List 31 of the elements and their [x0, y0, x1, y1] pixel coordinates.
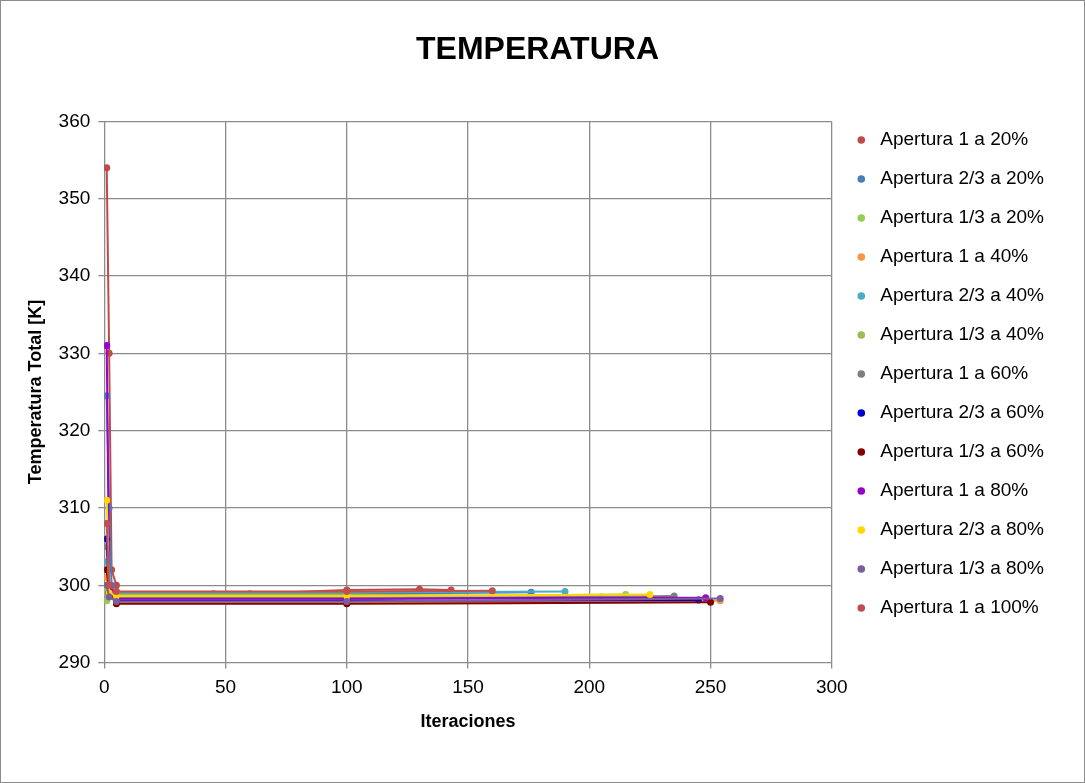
y-tick-label: 310 — [58, 496, 91, 518]
legend-label: Apertura 1 a 100% — [880, 596, 1039, 618]
y-tick-label: 330 — [58, 341, 91, 363]
chart-title: TEMPERATURA — [416, 30, 659, 67]
legend-label: Apertura 1/3 a 20% — [880, 206, 1045, 228]
x-tick-label: 250 — [694, 676, 727, 698]
y-tick-label: 350 — [58, 186, 91, 208]
legend-label: Apertura 2/3 a 20% — [880, 167, 1045, 189]
legend-label: Apertura 1 a 20% — [880, 128, 1029, 150]
legend-label: Apertura 1 a 60% — [880, 362, 1029, 384]
y-tick-label: 290 — [58, 650, 91, 672]
x-tick-label: 300 — [815, 676, 848, 698]
x-tick-label: 150 — [452, 676, 484, 698]
y-tick-label: 320 — [58, 418, 91, 440]
y-tick-label: 300 — [58, 573, 91, 595]
x-tick-label: 0 — [99, 676, 110, 698]
legend-label: Apertura 1/3 a 60% — [880, 440, 1045, 462]
legend-label: Apertura 1/3 a 80% — [880, 557, 1045, 579]
y-tick-label: 360 — [58, 109, 91, 131]
x-tick-label: 200 — [573, 676, 606, 698]
y-axis-title: Temperatura Total [K] — [24, 299, 45, 485]
legend-label: Apertura 2/3 a 80% — [880, 518, 1045, 540]
x-axis-title: Iteraciones — [420, 711, 516, 732]
legend-label: Apertura 2/3 a 60% — [880, 401, 1045, 423]
x-tick-label: 100 — [330, 676, 363, 698]
x-tick-label: 50 — [214, 676, 237, 698]
legend-label: Apertura 1/3 a 40% — [880, 323, 1045, 345]
legend-label: Apertura 1 a 80% — [880, 479, 1029, 501]
legend-label: Apertura 2/3 a 40% — [880, 284, 1045, 306]
y-tick-label: 340 — [58, 264, 91, 286]
legend-label: Apertura 1 a 40% — [880, 245, 1029, 267]
